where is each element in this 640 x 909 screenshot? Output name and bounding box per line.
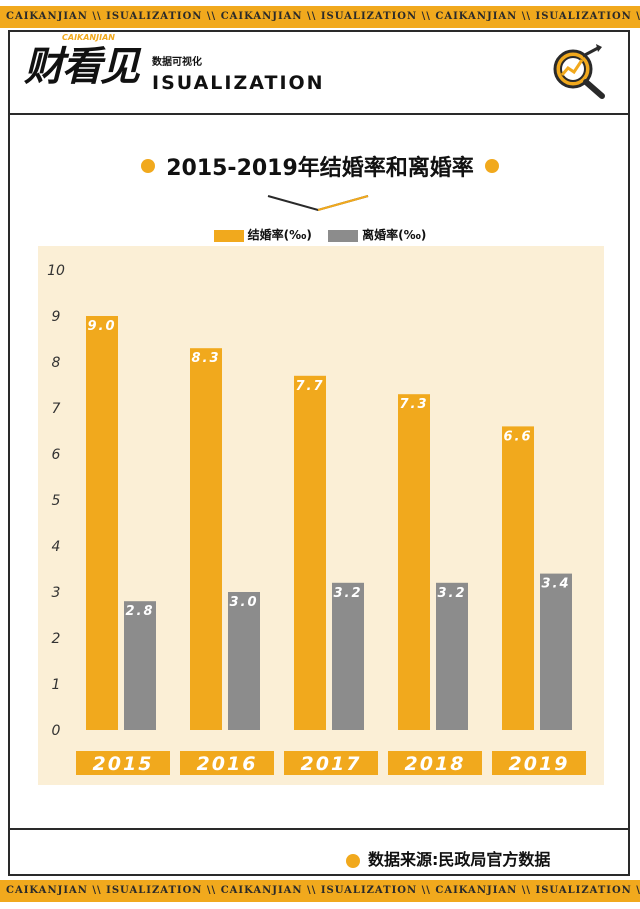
data-label: 3.2 [437,586,466,601]
category-box [492,751,586,775]
data-label: 6.6 [503,429,532,444]
category-box [180,751,274,775]
category-label: 2019 [509,753,570,775]
bar-divorce [332,582,364,730]
bottom-band-text: CAIKANJIAN \\ ISUALIZATION \\ CAIKANJIAN… [6,885,640,896]
data-label: 3.4 [541,577,570,592]
footer-divider [8,828,630,830]
bar-divorce [436,582,468,730]
chart-title: 2015-2019年结婚率和离婚率 [166,156,474,181]
footer: 数据来源:民政局官方数据 [346,846,550,870]
y-tick-label: 8 [52,355,61,371]
frame [8,30,630,876]
bar-divorce [540,573,572,730]
data-label: 2.8 [125,604,154,619]
legend-label-marriage: 结婚率(‰) [247,228,312,242]
title-underline [267,195,369,212]
category-box [284,751,378,775]
bar-marriage [86,316,118,730]
top-band-text: CAIKANJIAN \\ ISUALIZATION \\ CAIKANJIAN… [6,11,640,22]
y-tick-label: 10 [47,263,65,279]
category-label: 2017 [301,753,362,775]
chart-title-row: 2015-2019年结婚率和离婚率 [0,150,640,182]
y-tick-label: 9 [52,309,61,325]
header-divider [8,113,630,115]
legend-label-divorce: 离婚率(‰) [362,228,427,242]
legend-item-marriage: 结婚率(‰) [213,226,312,243]
legend-item-divorce: 离婚率(‰) [328,226,426,243]
category-label: 2016 [197,753,258,775]
data-label: 9.0 [87,319,116,334]
legend-swatch-marriage [213,229,244,242]
category-box [388,751,482,775]
y-tick-label: 4 [52,539,61,555]
top-band: CAIKANJIAN \\ ISUALIZATION \\ CAIKANJIAN… [0,6,640,28]
data-label: 7.7 [295,379,324,394]
y-tick-label: 7 [52,401,61,417]
bar-marriage [398,394,430,730]
bottom-band: CAIKANJIAN \\ ISUALIZATION \\ CAIKANJIAN… [0,880,640,902]
data-label: 8.3 [191,351,220,366]
logo: 财看见 [24,43,140,90]
data-label: 3.2 [333,586,362,601]
y-tick-label: 1 [52,677,61,693]
bar-marriage [502,426,534,730]
y-tick-label: 5 [52,493,61,509]
subtitle-cn: 数据可视化 [152,57,202,68]
category-label: 2018 [405,753,466,775]
bar-marriage [190,348,222,730]
logo-en: CAIKANJIAN [62,33,115,42]
title-dot-right [484,159,499,173]
y-tick-label: 2 [52,631,61,647]
data-label: 7.3 [399,397,428,412]
title-dot-left [141,159,156,173]
category-box [76,751,170,775]
bar-marriage [294,375,326,730]
footer-dot [346,853,360,868]
y-tick-label: 3 [52,585,61,601]
bar-divorce [228,592,260,730]
category-label: 2015 [93,753,154,775]
y-tick-label: 0 [52,723,61,739]
footer-source: 数据来源:民政局官方数据 [368,850,551,869]
data-label: 3.0 [229,595,258,610]
subtitle-en: ISUALIZATION [152,72,325,94]
y-tick-label: 6 [52,447,61,463]
chart-magnifier-icon [553,44,605,99]
legend: 结婚率(‰) 离婚率(‰) [0,226,640,243]
legend-swatch-divorce [328,229,359,242]
bar-divorce [124,601,156,730]
